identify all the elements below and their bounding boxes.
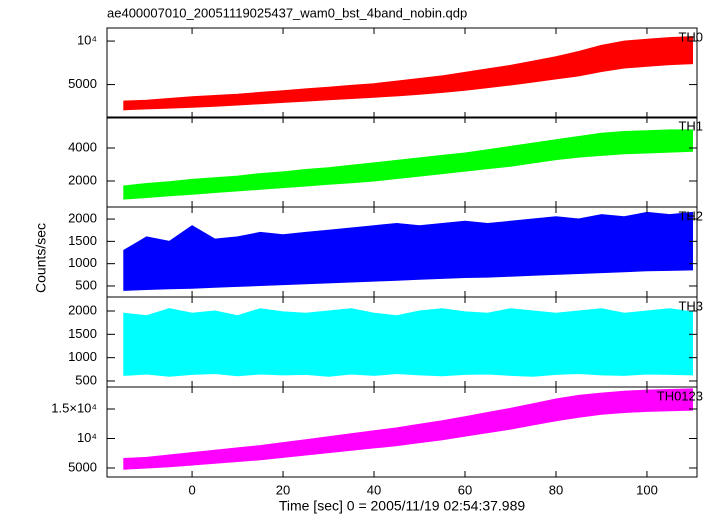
- y-tick-label: 1000: [68, 349, 97, 364]
- y-tick-label: 2000: [68, 210, 97, 225]
- x-tick-label: 80: [549, 482, 563, 497]
- panel-frame: [106, 386, 698, 478]
- y-tick-label: 2000: [68, 172, 97, 187]
- panel-label: TH1: [678, 118, 703, 133]
- panel-frame: [106, 27, 698, 119]
- panel-label: TH0123: [657, 388, 703, 403]
- data-band: [123, 129, 693, 200]
- y-tick-label: 1500: [68, 233, 97, 248]
- y-tick-label: 500: [75, 277, 97, 292]
- y-tick-label: 5000: [68, 459, 97, 474]
- x-tick-label: 100: [636, 482, 658, 497]
- y-tick-label: 10⁴: [77, 32, 97, 47]
- y-axis-label: Counts/sec: [33, 223, 49, 293]
- data-band: [123, 211, 693, 291]
- x-tick-label: 0: [188, 482, 195, 497]
- y-tick-label: 1.5×10⁴: [51, 400, 97, 415]
- y-tick-label: 1500: [68, 326, 97, 341]
- y-tick-label: 4000: [68, 139, 97, 154]
- x-tick-label: 40: [367, 482, 381, 497]
- x-tick-label: 20: [276, 482, 290, 497]
- chart-title: ae400007010_20051119025437_wam0_bst_4ban…: [107, 5, 467, 20]
- panel-label: TH0: [678, 29, 703, 44]
- data-band: [123, 308, 693, 377]
- y-tick-label: 2000: [68, 302, 97, 317]
- x-tick-label: 60: [458, 482, 472, 497]
- y-tick-label: 5000: [68, 76, 97, 91]
- x-axis-label: Time [sec] 0 = 2005/11/19 02:54:37.989: [279, 498, 526, 514]
- data-band: [123, 388, 693, 470]
- panel-label: TH2: [678, 208, 703, 223]
- y-tick-label: 500: [75, 372, 97, 387]
- data-band: [123, 36, 693, 111]
- y-tick-label: 10⁴: [77, 430, 97, 445]
- panel-label: TH3: [678, 298, 703, 313]
- y-tick-label: 1000: [68, 255, 97, 270]
